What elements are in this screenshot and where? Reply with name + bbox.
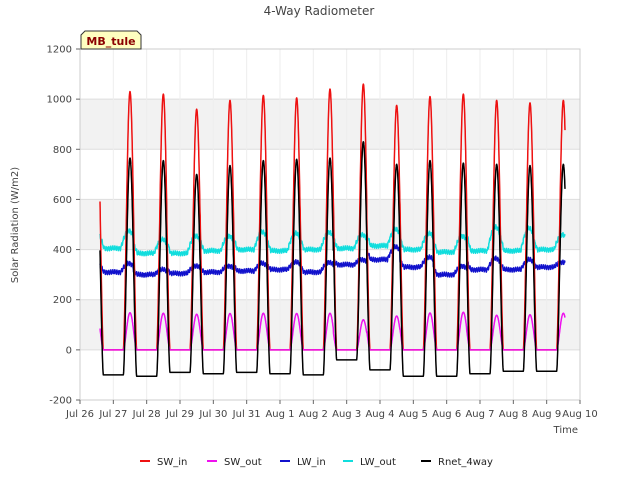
- legend-entry: Rnet_4way: [438, 457, 493, 468]
- series-layer: [99, 83, 566, 377]
- site-badge-label: MB_tule: [86, 35, 135, 48]
- x-tick-label: Aug 3: [332, 409, 361, 420]
- chart-title: 4-Way Radiometer: [264, 4, 375, 18]
- y-axis-ticks: -200 0 200 400 600 800 1000 1200: [47, 45, 80, 407]
- x-tick-label: Aug 4: [365, 409, 394, 420]
- plot-bands: [80, 49, 580, 400]
- x-axis-ticks: Jul 26 Jul 27 Jul 28 Jul 29 Jul 30 Jul 31 Aug …: [65, 400, 598, 420]
- x-tick-label: Jul 28: [132, 409, 161, 420]
- plot-band: [80, 349, 580, 400]
- x-tick-label: Aug 10: [562, 409, 597, 420]
- x-tick-label: Aug 5: [399, 409, 428, 420]
- plot-band: [80, 199, 580, 250]
- x-tick-label: Jul 29: [165, 409, 194, 420]
- x-tick-label: Jul 27: [98, 409, 127, 420]
- site-badge-box: [80, 30, 142, 50]
- x-tick-label: Jul 30: [198, 409, 227, 420]
- x-tick-label: Jul 31: [232, 409, 261, 420]
- site-badge: MB_tule: [80, 30, 142, 50]
- legend-entry: SW_out: [224, 457, 262, 468]
- x-tick-label: Aug 9: [532, 409, 561, 420]
- y-tick-label: 800: [53, 145, 72, 156]
- legend-entry: LW_out: [360, 457, 396, 468]
- x-axis-label: Time: [553, 425, 578, 436]
- x-tick-label: Aug 7: [465, 409, 494, 420]
- x-tick-label: Jul 26: [65, 409, 94, 420]
- y-tick-label: 1000: [47, 95, 72, 106]
- y-axis-label: Solar Radiation (W/m2): [10, 167, 21, 283]
- series-line-lw-in: [99, 243, 566, 278]
- series-line-rnet-4way: [99, 141, 566, 377]
- legend: SW_in SW_out LW_in LW_out Rnet_4way: [140, 457, 493, 468]
- plot-band: [80, 299, 580, 350]
- legend-entry: LW_in: [297, 457, 326, 468]
- y-tick-label: 600: [53, 195, 72, 206]
- x-tick-label: Aug 8: [499, 409, 528, 420]
- x-tick-label: Aug 1: [265, 409, 294, 420]
- plot-band: [80, 99, 580, 150]
- y-tick-label: 1200: [47, 45, 72, 56]
- plot-band: [80, 149, 580, 200]
- plot-frame: [79, 48, 581, 401]
- y-tick-label: 200: [53, 295, 72, 306]
- y-tick-label: -200: [49, 396, 72, 407]
- y-tick-label: 0: [66, 345, 72, 356]
- y-tick-label: 400: [53, 245, 72, 256]
- series-line-sw-out: [99, 311, 566, 351]
- legend-entry: SW_in: [157, 457, 187, 468]
- x-tick-label: Aug 6: [432, 409, 461, 420]
- x-tick-label: Aug 2: [299, 409, 328, 420]
